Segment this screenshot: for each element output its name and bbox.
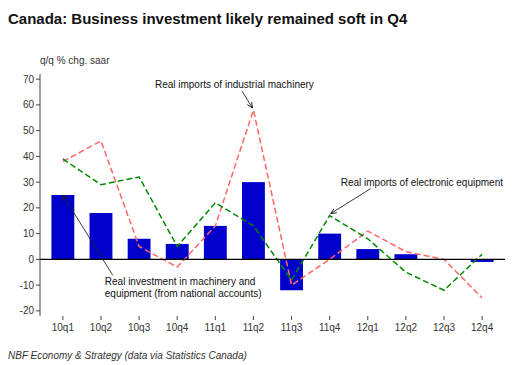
annotation-arrow [63, 195, 113, 275]
bar [90, 213, 113, 259]
line [63, 110, 482, 298]
y-tick [36, 182, 40, 183]
y-tick-label: -20 [20, 305, 35, 316]
x-tick [367, 316, 368, 320]
x-tick [253, 316, 254, 320]
annotation-line: equipment (from national accounts) [105, 288, 262, 299]
annotation-line: Real imports of electronic equipment [341, 177, 504, 188]
bar [128, 239, 151, 260]
x-tick-label: 11q3 [281, 322, 303, 333]
plot-marks [51, 110, 493, 298]
annotation: Real investment in machinery andequipmen… [105, 276, 262, 299]
title: Canada: Business investment likely remai… [8, 10, 408, 27]
annotation-arrow [331, 189, 371, 214]
y-tick [36, 104, 40, 105]
y-tick [36, 310, 40, 311]
bar [280, 259, 303, 290]
x-tick [139, 316, 140, 320]
footnote: NBF Economy & Strategy (data via Statist… [8, 350, 247, 361]
chart: Canada: Business investment likely remai… [0, 0, 517, 365]
y-tick [36, 79, 40, 80]
annotation: Real imports of electronic equipment [341, 177, 504, 188]
annotation-line: Real imports of industrial machinery [155, 79, 314, 90]
x-tick [405, 316, 406, 320]
bar [356, 249, 379, 259]
x-tick [100, 316, 101, 320]
y-tick-label: 20 [23, 202, 35, 213]
x-tick [215, 316, 216, 320]
x-tick-label: 12q1 [357, 322, 380, 333]
y-tick-label: 70 [23, 74, 35, 85]
y-tick [36, 233, 40, 234]
y-tick-label: 60 [23, 99, 35, 110]
y-tick [36, 156, 40, 157]
x-tick [177, 316, 178, 320]
x-tick [444, 316, 445, 320]
bar [318, 234, 341, 260]
x-tick-label: 12q2 [395, 322, 418, 333]
y-tick-label: 30 [23, 177, 35, 188]
y-axis-line [40, 74, 41, 316]
y-tick [36, 207, 40, 208]
bar-series [51, 182, 493, 290]
annotation-line: Real investment in machinery and [105, 276, 256, 287]
x-tick-label: 10q1 [52, 322, 75, 333]
y-axis-label: q/q % chg. saar [40, 55, 110, 66]
y-tick-label: -10 [20, 280, 35, 291]
y-tick [36, 285, 40, 286]
x-tick [291, 316, 292, 320]
annotation-arrow [242, 91, 252, 108]
x-tick [482, 316, 483, 320]
y-tick-label: 10 [23, 228, 35, 239]
x-tick-label: 12q3 [433, 322, 456, 333]
x-tick [62, 316, 63, 320]
y-tick-label: 50 [23, 125, 35, 136]
annotation: Real imports of industrial machinery [155, 79, 314, 90]
x-tick-label: 11q2 [243, 322, 265, 333]
x-tick-label: 10q4 [166, 322, 189, 333]
bar [51, 195, 74, 259]
x-tick-label: 10q3 [128, 322, 151, 333]
y-tick-label: 0 [28, 254, 34, 265]
y-tick [36, 259, 40, 260]
bar [394, 254, 417, 259]
bar [204, 226, 227, 259]
x-tick-label: 11q1 [205, 322, 227, 333]
x-tick [329, 316, 330, 320]
y-tick-label: 40 [23, 151, 35, 162]
x-tick-label: 11q4 [319, 322, 341, 333]
x-tick-label: 12q4 [471, 322, 494, 333]
zero-line [40, 259, 505, 260]
axes: -20 -10 0 10 20 30 40 50 60 70 10q1 10q2 10q3 10q4 11q… [20, 74, 494, 333]
annotations: Real investment in machinery andequipmen… [63, 79, 503, 299]
x-tick-label: 10q2 [90, 322, 113, 333]
y-tick [36, 130, 40, 131]
